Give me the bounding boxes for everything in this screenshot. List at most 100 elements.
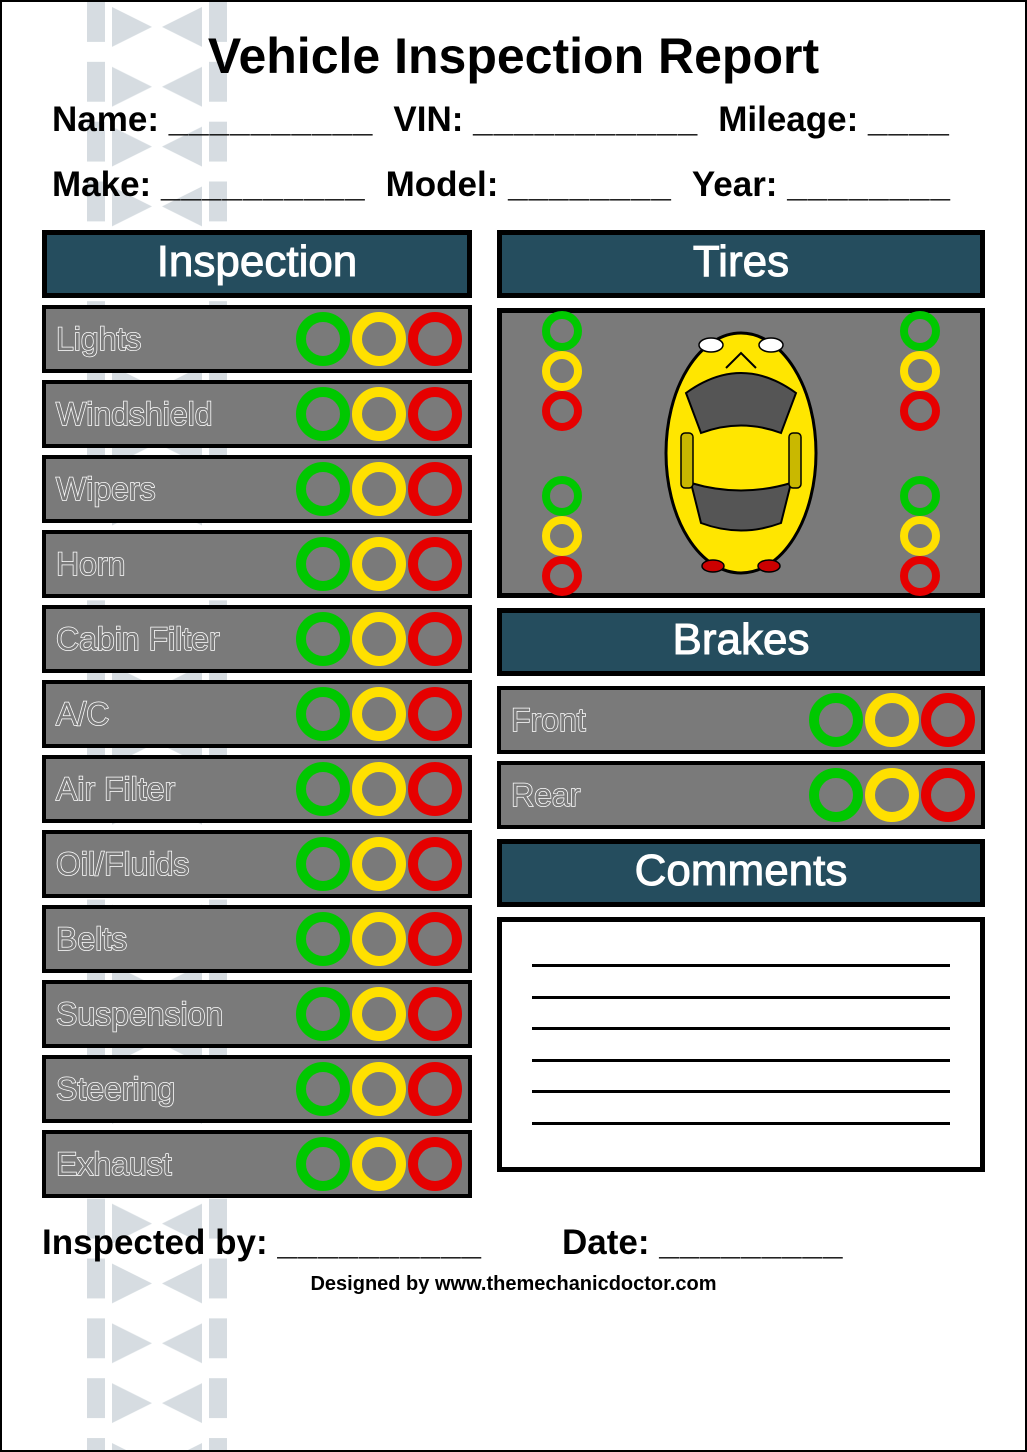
dot-good[interactable]: [296, 1062, 350, 1116]
dot-good[interactable]: [296, 912, 350, 966]
dot-warn[interactable]: [352, 912, 406, 966]
make-field[interactable]: Make: __________: [52, 165, 366, 205]
status-dots: [296, 987, 462, 1041]
dot-bad[interactable]: [408, 1062, 462, 1116]
dot-warn[interactable]: [352, 1137, 406, 1191]
dot-warn[interactable]: [352, 387, 406, 441]
inspection-label: Steering: [56, 1071, 296, 1108]
dot-bad[interactable]: [408, 837, 462, 891]
dot-warn[interactable]: [352, 687, 406, 741]
inspection-label: Lights: [56, 321, 296, 358]
dot-good[interactable]: [296, 312, 350, 366]
inspection-row[interactable]: Belts: [42, 905, 472, 973]
date-field[interactable]: Date: _________: [562, 1223, 843, 1263]
inspection-row[interactable]: Rear: [497, 761, 985, 829]
comment-line: [532, 1122, 950, 1125]
ring-warn: [900, 351, 940, 391]
status-dots: [296, 837, 462, 891]
dot-warn[interactable]: [352, 837, 406, 891]
tire-front-left[interactable]: [542, 311, 582, 431]
inspection-row[interactable]: Lights: [42, 305, 472, 373]
inspection-row[interactable]: Air Filter: [42, 755, 472, 823]
ring-bad: [900, 556, 940, 596]
dot-good[interactable]: [296, 387, 350, 441]
dot-bad[interactable]: [408, 612, 462, 666]
inspection-label: Suspension: [56, 996, 296, 1033]
dot-bad[interactable]: [408, 762, 462, 816]
page-title: Vehicle Inspection Report: [42, 27, 985, 85]
tire-rear-right[interactable]: [900, 476, 940, 596]
inspection-row[interactable]: Oil/Fluids: [42, 830, 472, 898]
inspection-row[interactable]: Horn: [42, 530, 472, 598]
dot-warn[interactable]: [865, 768, 919, 822]
comment-line: [532, 1059, 950, 1062]
status-dots: [296, 1137, 462, 1191]
content: Vehicle Inspection Report Name: ________…: [2, 2, 1025, 1306]
dot-bad[interactable]: [408, 462, 462, 516]
dot-bad[interactable]: [408, 387, 462, 441]
dot-warn[interactable]: [352, 462, 406, 516]
inspected-by-field[interactable]: Inspected by: __________: [42, 1223, 482, 1263]
ring-warn: [542, 516, 582, 556]
dot-warn[interactable]: [352, 537, 406, 591]
form-fields: Name: __________ VIN: ___________ Mileag…: [52, 100, 975, 205]
inspection-row[interactable]: Cabin Filter: [42, 605, 472, 673]
inspection-row[interactable]: Steering: [42, 1055, 472, 1123]
dot-bad[interactable]: [408, 312, 462, 366]
inspection-label: Belts: [56, 921, 296, 958]
inspection-label: Wipers: [56, 471, 296, 508]
dot-warn[interactable]: [865, 693, 919, 747]
status-dots: [296, 1062, 462, 1116]
dot-good[interactable]: [296, 612, 350, 666]
dot-bad[interactable]: [408, 1137, 462, 1191]
ring-bad: [542, 556, 582, 596]
name-field[interactable]: Name: __________: [52, 100, 373, 140]
dot-bad[interactable]: [408, 537, 462, 591]
dot-good[interactable]: [296, 837, 350, 891]
ring-good: [542, 311, 582, 351]
vin-field[interactable]: VIN: ___________: [393, 100, 698, 140]
dot-good[interactable]: [809, 693, 863, 747]
footer-fields: Inspected by: __________ Date: _________: [42, 1223, 985, 1263]
tire-rear-left[interactable]: [542, 476, 582, 596]
comment-line: [532, 1027, 950, 1030]
inspection-label: Cabin Filter: [56, 621, 296, 658]
inspection-row[interactable]: Front: [497, 686, 985, 754]
dot-good[interactable]: [296, 537, 350, 591]
ring-warn: [900, 516, 940, 556]
dot-bad[interactable]: [408, 912, 462, 966]
tire-front-right[interactable]: [900, 311, 940, 431]
comments-box[interactable]: [497, 917, 985, 1172]
inspection-row[interactable]: Exhaust: [42, 1130, 472, 1198]
dot-good[interactable]: [296, 1137, 350, 1191]
status-dots: [296, 387, 462, 441]
dot-good[interactable]: [296, 687, 350, 741]
dot-bad[interactable]: [408, 687, 462, 741]
dot-good[interactable]: [296, 762, 350, 816]
dot-bad[interactable]: [921, 768, 975, 822]
dot-warn[interactable]: [352, 612, 406, 666]
dot-bad[interactable]: [921, 693, 975, 747]
inspection-label: Oil/Fluids: [56, 846, 296, 883]
inspection-row[interactable]: Suspension: [42, 980, 472, 1048]
dot-good[interactable]: [296, 987, 350, 1041]
tires-diagram: [497, 308, 985, 598]
status-dots: [296, 312, 462, 366]
dot-warn[interactable]: [352, 312, 406, 366]
year-field[interactable]: Year: ________: [692, 165, 975, 205]
dot-good[interactable]: [809, 768, 863, 822]
ring-good: [900, 476, 940, 516]
inspection-row[interactable]: Wipers: [42, 455, 472, 523]
inspection-row[interactable]: Windshield: [42, 380, 472, 448]
inspection-label: Air Filter: [56, 771, 296, 808]
dot-warn[interactable]: [352, 987, 406, 1041]
dot-warn[interactable]: [352, 1062, 406, 1116]
dot-bad[interactable]: [408, 987, 462, 1041]
inspection-row[interactable]: A/C: [42, 680, 472, 748]
car-icon: [631, 323, 851, 583]
status-dots: [809, 768, 975, 822]
mileage-field[interactable]: Mileage: ____: [718, 100, 975, 140]
dot-good[interactable]: [296, 462, 350, 516]
model-field[interactable]: Model: ________: [386, 165, 672, 205]
dot-warn[interactable]: [352, 762, 406, 816]
